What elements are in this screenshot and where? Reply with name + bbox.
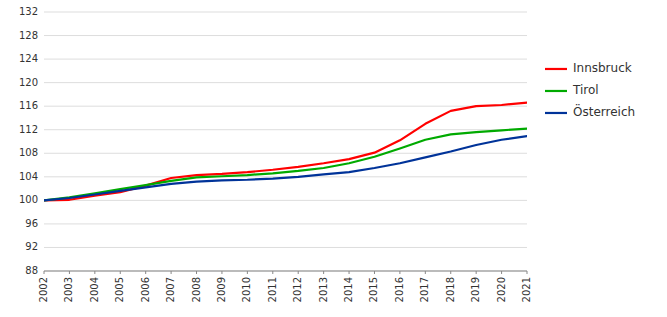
y-tick-label: 112 <box>19 124 38 135</box>
x-tick <box>476 271 477 274</box>
legend-label: Österreich <box>573 103 635 119</box>
x-tick <box>272 271 273 274</box>
x-tick-label: 2010 <box>241 277 252 302</box>
x-tick <box>501 271 502 274</box>
x-tick-label: 2021 <box>521 277 532 302</box>
x-tick <box>221 271 222 274</box>
grid-line <box>44 35 527 36</box>
x-tick-label: 2005 <box>114 277 125 302</box>
x-tick-label: 2009 <box>216 277 227 302</box>
x-tick <box>399 271 400 274</box>
grid-line <box>44 200 527 201</box>
y-tick-label: 100 <box>19 194 38 205</box>
x-tick-label: 2018 <box>445 277 456 302</box>
legend-label: Tirol <box>572 83 599 97</box>
x-tick-label: 2015 <box>368 277 379 302</box>
x-tick-label: 2002 <box>38 277 49 302</box>
grid-line <box>44 129 527 130</box>
grid-line <box>44 223 527 224</box>
x-tick <box>94 271 95 274</box>
y-tick-label: 96 <box>25 218 38 229</box>
x-tick <box>196 271 197 274</box>
x-tick <box>145 271 146 274</box>
grid-line <box>44 106 527 107</box>
lines <box>44 103 527 201</box>
y-tick-label: 116 <box>19 100 38 111</box>
legend: Innsbruck Tirol Österreich <box>545 61 635 119</box>
x-tick-label: 2004 <box>89 277 100 302</box>
legend-label: Innsbruck <box>573 61 632 75</box>
chart-svg: 8892961001041081121161201241281322002200… <box>0 0 667 317</box>
x-tick-label: 2016 <box>394 277 405 302</box>
x-tick <box>247 271 248 274</box>
x-tick-label: 2012 <box>292 277 303 302</box>
x-tick-label: 2007 <box>165 277 176 302</box>
legend-swatch <box>545 112 567 114</box>
y-tick-label: 104 <box>19 171 38 182</box>
x-tick <box>171 271 172 274</box>
grid-line <box>44 271 527 272</box>
x-tick <box>450 271 451 274</box>
series-line <box>44 136 527 200</box>
grid-line <box>44 82 527 83</box>
x-tick-label: 2006 <box>140 277 151 302</box>
y-grid <box>44 12 527 271</box>
x-tick <box>425 271 426 274</box>
x-tick <box>323 271 324 274</box>
x-tick <box>374 271 375 274</box>
x-tick <box>120 271 121 274</box>
x-tick-label: 2013 <box>318 277 329 302</box>
x-tick-label: 2020 <box>496 277 507 302</box>
x-tick <box>349 271 350 274</box>
grid-line <box>44 59 527 60</box>
grid-line <box>44 12 527 13</box>
y-tick-label: 124 <box>19 53 38 64</box>
x-tick-label: 2019 <box>470 277 481 302</box>
x-tick <box>44 271 45 274</box>
y-tick-label: 92 <box>25 241 38 252</box>
x-tick-label: 2011 <box>267 277 278 302</box>
legend-swatch <box>545 90 567 92</box>
x-tick <box>298 271 299 274</box>
y-tick-label: 88 <box>25 265 38 276</box>
grid-line <box>44 153 527 154</box>
x-tick-label: 2008 <box>191 277 202 302</box>
x-axis: 2002 2003 2004 2005 2006 2007 2008 2009 2010 2011… <box>38 271 532 302</box>
x-axis-line <box>44 271 527 272</box>
x-tick-label: 2014 <box>343 277 354 302</box>
legend-swatch <box>545 68 567 70</box>
x-tick <box>69 271 70 274</box>
x-tick <box>527 271 528 274</box>
series-line <box>44 129 527 201</box>
y-axis: 88 92 96 100 104 108 112 116 120 124 128 132 <box>19 6 38 276</box>
grid-line <box>44 247 527 248</box>
y-tick-label: 108 <box>19 147 38 158</box>
x-tick-label: 2003 <box>63 277 74 302</box>
x-tick-label: 2017 <box>419 277 430 302</box>
y-tick-label: 120 <box>19 77 38 88</box>
series-line <box>44 103 527 201</box>
y-tick-label: 128 <box>19 30 38 41</box>
y-tick-label: 132 <box>19 6 38 17</box>
chart-container: 8892961001041081121161201241281322002200… <box>0 0 667 317</box>
